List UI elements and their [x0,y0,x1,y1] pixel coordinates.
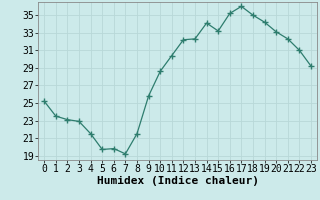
X-axis label: Humidex (Indice chaleur): Humidex (Indice chaleur) [97,176,259,186]
